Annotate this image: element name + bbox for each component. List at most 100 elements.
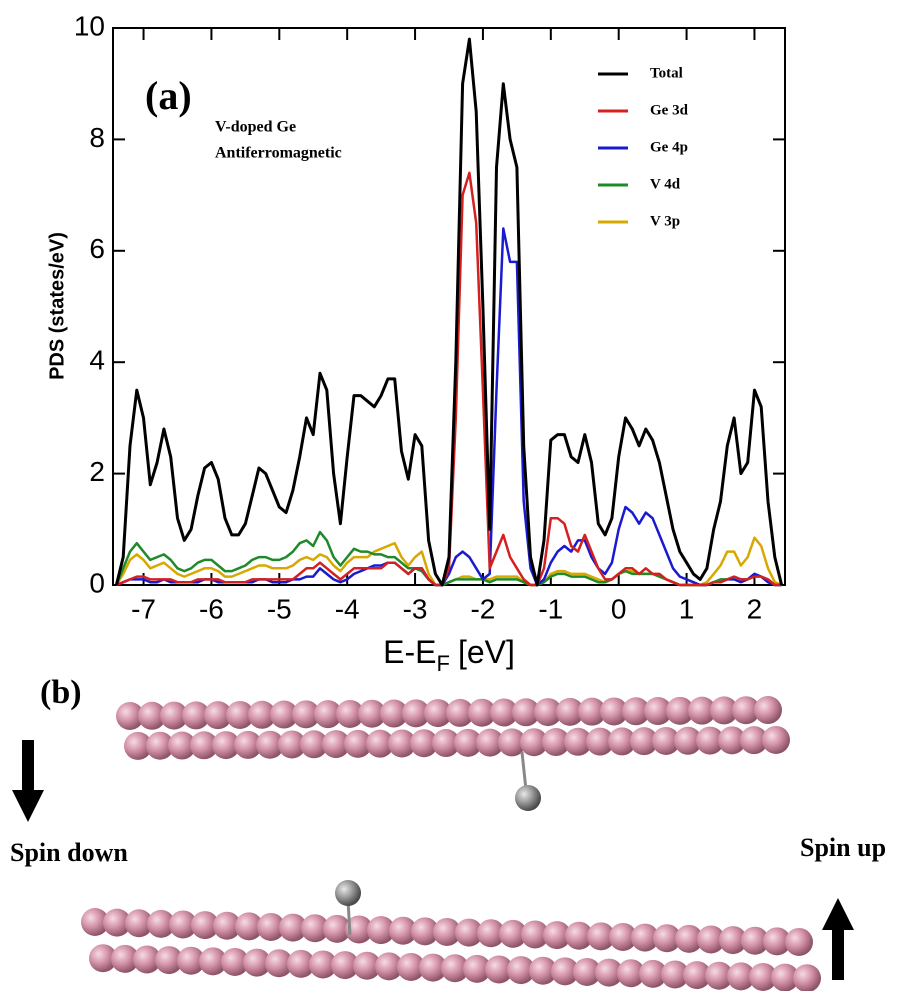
line-series bbox=[114, 37, 784, 587]
spin-down-arrow bbox=[12, 740, 44, 822]
atom bbox=[498, 728, 526, 757]
atom bbox=[718, 726, 746, 755]
atom bbox=[741, 926, 769, 955]
x-tick-label: 2 bbox=[747, 593, 763, 624]
spin-down-label: Spin down bbox=[10, 838, 128, 867]
atom bbox=[609, 922, 637, 951]
y-tick-label: 8 bbox=[89, 122, 105, 153]
atom bbox=[314, 700, 342, 729]
atom bbox=[512, 698, 540, 727]
atom bbox=[169, 910, 197, 939]
atom bbox=[595, 958, 623, 987]
atom bbox=[213, 911, 241, 940]
atom bbox=[168, 731, 196, 760]
atom bbox=[521, 920, 549, 949]
atom bbox=[771, 963, 799, 991]
dopant-atom bbox=[335, 880, 361, 906]
atom bbox=[749, 962, 777, 991]
x-tick-label: -7 bbox=[131, 593, 156, 624]
atom bbox=[322, 730, 350, 759]
atom bbox=[697, 925, 725, 954]
atom bbox=[243, 948, 271, 977]
atom bbox=[177, 946, 205, 975]
atom bbox=[278, 730, 306, 759]
atom bbox=[199, 947, 227, 976]
atom bbox=[578, 697, 606, 726]
annotation: V-doped Ge bbox=[215, 119, 296, 136]
atom bbox=[301, 914, 329, 943]
y-tick-label: 0 bbox=[89, 567, 105, 598]
atom bbox=[125, 909, 153, 938]
atom bbox=[587, 922, 615, 951]
atom bbox=[160, 701, 188, 730]
legend-label: Ge 4p bbox=[650, 139, 688, 155]
atom bbox=[617, 959, 645, 988]
x-axis-label-sub: F bbox=[436, 651, 449, 676]
atom bbox=[608, 727, 636, 756]
atom bbox=[270, 700, 298, 729]
atom bbox=[323, 914, 351, 943]
atom bbox=[419, 953, 447, 982]
atom bbox=[793, 964, 821, 991]
atom bbox=[468, 698, 496, 727]
atom bbox=[191, 911, 219, 940]
atom bbox=[551, 957, 579, 986]
atom bbox=[630, 727, 658, 756]
atom bbox=[389, 916, 417, 945]
atom bbox=[397, 952, 425, 981]
legend-label: V 3p bbox=[650, 213, 680, 229]
legend-label: V 4d bbox=[650, 176, 681, 192]
y-tick-label: 4 bbox=[89, 345, 105, 376]
atom bbox=[740, 726, 768, 755]
line-series bbox=[115, 171, 782, 587]
atom bbox=[683, 961, 711, 990]
atom bbox=[358, 699, 386, 728]
atom bbox=[138, 701, 166, 730]
atom bbox=[696, 726, 724, 755]
y-axis-label: PDS (states/eV) bbox=[46, 232, 68, 380]
atom bbox=[353, 951, 381, 980]
y-tick-label: 10 bbox=[74, 10, 105, 41]
atom bbox=[292, 700, 320, 729]
atom bbox=[661, 960, 689, 989]
plot-frame bbox=[112, 27, 786, 586]
atom bbox=[336, 699, 364, 728]
atom bbox=[520, 728, 548, 757]
atom bbox=[556, 697, 584, 726]
atom bbox=[477, 919, 505, 948]
atom bbox=[366, 729, 394, 758]
atom bbox=[103, 908, 131, 937]
atom bbox=[639, 959, 667, 988]
atom bbox=[367, 916, 395, 945]
atom bbox=[235, 912, 263, 941]
x-tick-label: -1 bbox=[538, 593, 563, 624]
atom bbox=[762, 725, 790, 754]
x-axis-label-main: E-E bbox=[383, 634, 436, 670]
atom bbox=[441, 954, 469, 983]
atom bbox=[124, 731, 152, 760]
atom bbox=[455, 918, 483, 947]
atom bbox=[652, 726, 680, 755]
atom bbox=[287, 949, 315, 978]
atom bbox=[644, 697, 672, 726]
atom bbox=[133, 945, 161, 974]
spin-up-label: Spin up bbox=[800, 833, 886, 862]
panel-label: (a) bbox=[145, 73, 192, 118]
atom bbox=[234, 730, 262, 759]
atom bbox=[564, 727, 592, 756]
atom bbox=[424, 699, 452, 728]
atom bbox=[190, 731, 218, 760]
atom bbox=[375, 952, 403, 981]
atom bbox=[454, 728, 482, 757]
atom bbox=[265, 949, 293, 978]
atom bbox=[331, 951, 359, 980]
x-axis-label: E-EF [eV] bbox=[383, 634, 515, 675]
atom bbox=[463, 954, 491, 983]
atom bbox=[653, 924, 681, 953]
x-tick-label: -6 bbox=[199, 593, 224, 624]
atom bbox=[727, 962, 755, 991]
atom bbox=[116, 702, 144, 730]
atom bbox=[675, 924, 703, 953]
atom bbox=[674, 726, 702, 755]
